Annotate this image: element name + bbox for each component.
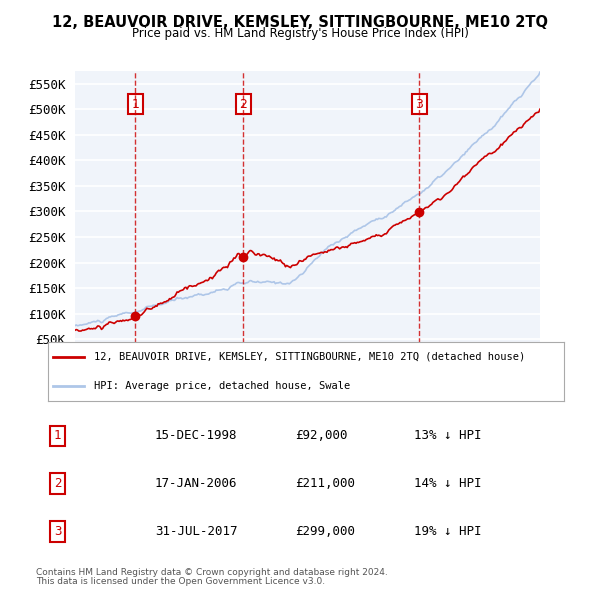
Text: 15-DEC-1998: 15-DEC-1998 [155, 430, 238, 442]
Text: 12, BEAUVOIR DRIVE, KEMSLEY, SITTINGBOURNE, ME10 2TQ (detached house): 12, BEAUVOIR DRIVE, KEMSLEY, SITTINGBOUR… [94, 352, 526, 362]
Text: £211,000: £211,000 [295, 477, 355, 490]
Text: 17-JAN-2006: 17-JAN-2006 [155, 477, 238, 490]
Text: 1: 1 [54, 430, 61, 442]
Text: £92,000: £92,000 [295, 430, 348, 442]
Text: 31-JUL-2017: 31-JUL-2017 [155, 525, 238, 538]
Text: 13% ↓ HPI: 13% ↓ HPI [414, 430, 482, 442]
Text: £299,000: £299,000 [295, 525, 355, 538]
Text: HPI: Average price, detached house, Swale: HPI: Average price, detached house, Swal… [94, 382, 350, 391]
Text: This data is licensed under the Open Government Licence v3.0.: This data is licensed under the Open Gov… [36, 577, 325, 586]
Text: 1: 1 [131, 97, 139, 110]
Text: 3: 3 [415, 97, 423, 110]
Text: Contains HM Land Registry data © Crown copyright and database right 2024.: Contains HM Land Registry data © Crown c… [36, 568, 388, 577]
Text: 14% ↓ HPI: 14% ↓ HPI [414, 477, 482, 490]
Text: 2: 2 [239, 97, 247, 110]
Text: 3: 3 [54, 525, 61, 538]
Text: 19% ↓ HPI: 19% ↓ HPI [414, 525, 482, 538]
Text: Price paid vs. HM Land Registry's House Price Index (HPI): Price paid vs. HM Land Registry's House … [131, 27, 469, 40]
Text: 12, BEAUVOIR DRIVE, KEMSLEY, SITTINGBOURNE, ME10 2TQ: 12, BEAUVOIR DRIVE, KEMSLEY, SITTINGBOUR… [52, 15, 548, 30]
Text: 2: 2 [54, 477, 61, 490]
